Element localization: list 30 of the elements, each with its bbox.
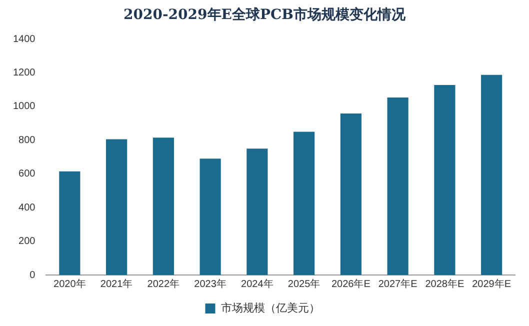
y-tick-label: 1000 [12,101,36,112]
bar [106,139,128,275]
bar [340,114,362,275]
y-tick-label: 800 [18,134,36,146]
legend-label: 市场规模（亿美元） [220,302,320,315]
y-tick-label: 1200 [12,67,36,78]
x-tick-label: 2024年 [241,278,274,290]
y-tick-label: 600 [18,168,36,180]
x-tick-label: 2029年E [472,278,512,290]
x-tick-label: 2028年E [425,278,464,290]
bar [434,85,456,275]
y-tick-label: 200 [18,236,36,248]
bar [481,74,502,275]
y-tick-label: 400 [18,202,36,214]
x-tick-label: 2020年 [54,278,86,290]
y-tick-label: 1400 [12,34,36,45]
x-tick-label: 2027年E [378,278,418,290]
bar [246,148,268,275]
x-tick-label: 2023年 [194,278,226,290]
y-tick-label: 0 [30,270,36,281]
bar [152,138,174,275]
chart-title: 2020-2029年E全球PCB市场规模变化情况 [122,6,406,24]
bar [200,158,221,275]
bar [387,97,408,275]
x-tick-label: 2025年 [288,278,320,290]
x-tick-label: 2022年 [147,278,180,290]
x-tick-label: 2021年 [100,278,133,290]
x-tick-label: 2026年E [331,278,371,290]
bar [294,132,315,275]
bar [59,171,80,275]
